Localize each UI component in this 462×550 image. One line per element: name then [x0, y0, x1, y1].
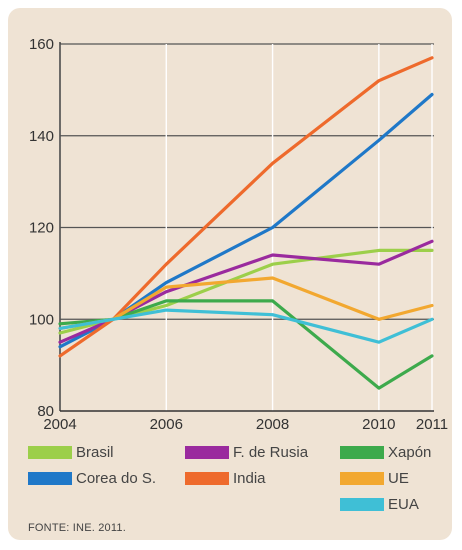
axes	[59, 42, 434, 412]
series-line-1	[58, 92, 434, 349]
y-tick-label-140: 140	[29, 128, 54, 145]
source-note: FONTE: INE. 2011.	[28, 522, 126, 534]
y-tick-label-80: 80	[37, 403, 54, 420]
x-tick-label-2006: 2006	[150, 416, 183, 433]
series-lines	[58, 56, 434, 390]
series-line-2	[58, 239, 434, 344]
y-tick-label-160: 160	[29, 36, 54, 53]
y-tick-label-120: 120	[29, 220, 54, 237]
grid-lines	[59, 43, 434, 411]
x-tick-label-2011: 2011	[416, 416, 448, 433]
x-tick-label-2008: 2008	[256, 416, 289, 433]
y-tick-label-100: 100	[29, 311, 54, 328]
x-tick-label-2010: 2010	[362, 416, 395, 433]
series-line-6	[58, 308, 434, 344]
tick-labels: 80 100 120 140 160 2004 2006 2008 2010 2011	[29, 36, 448, 433]
series-line-5	[58, 276, 434, 330]
x-tick-label-2004: 2004	[43, 416, 76, 433]
series-line-3	[58, 56, 434, 358]
